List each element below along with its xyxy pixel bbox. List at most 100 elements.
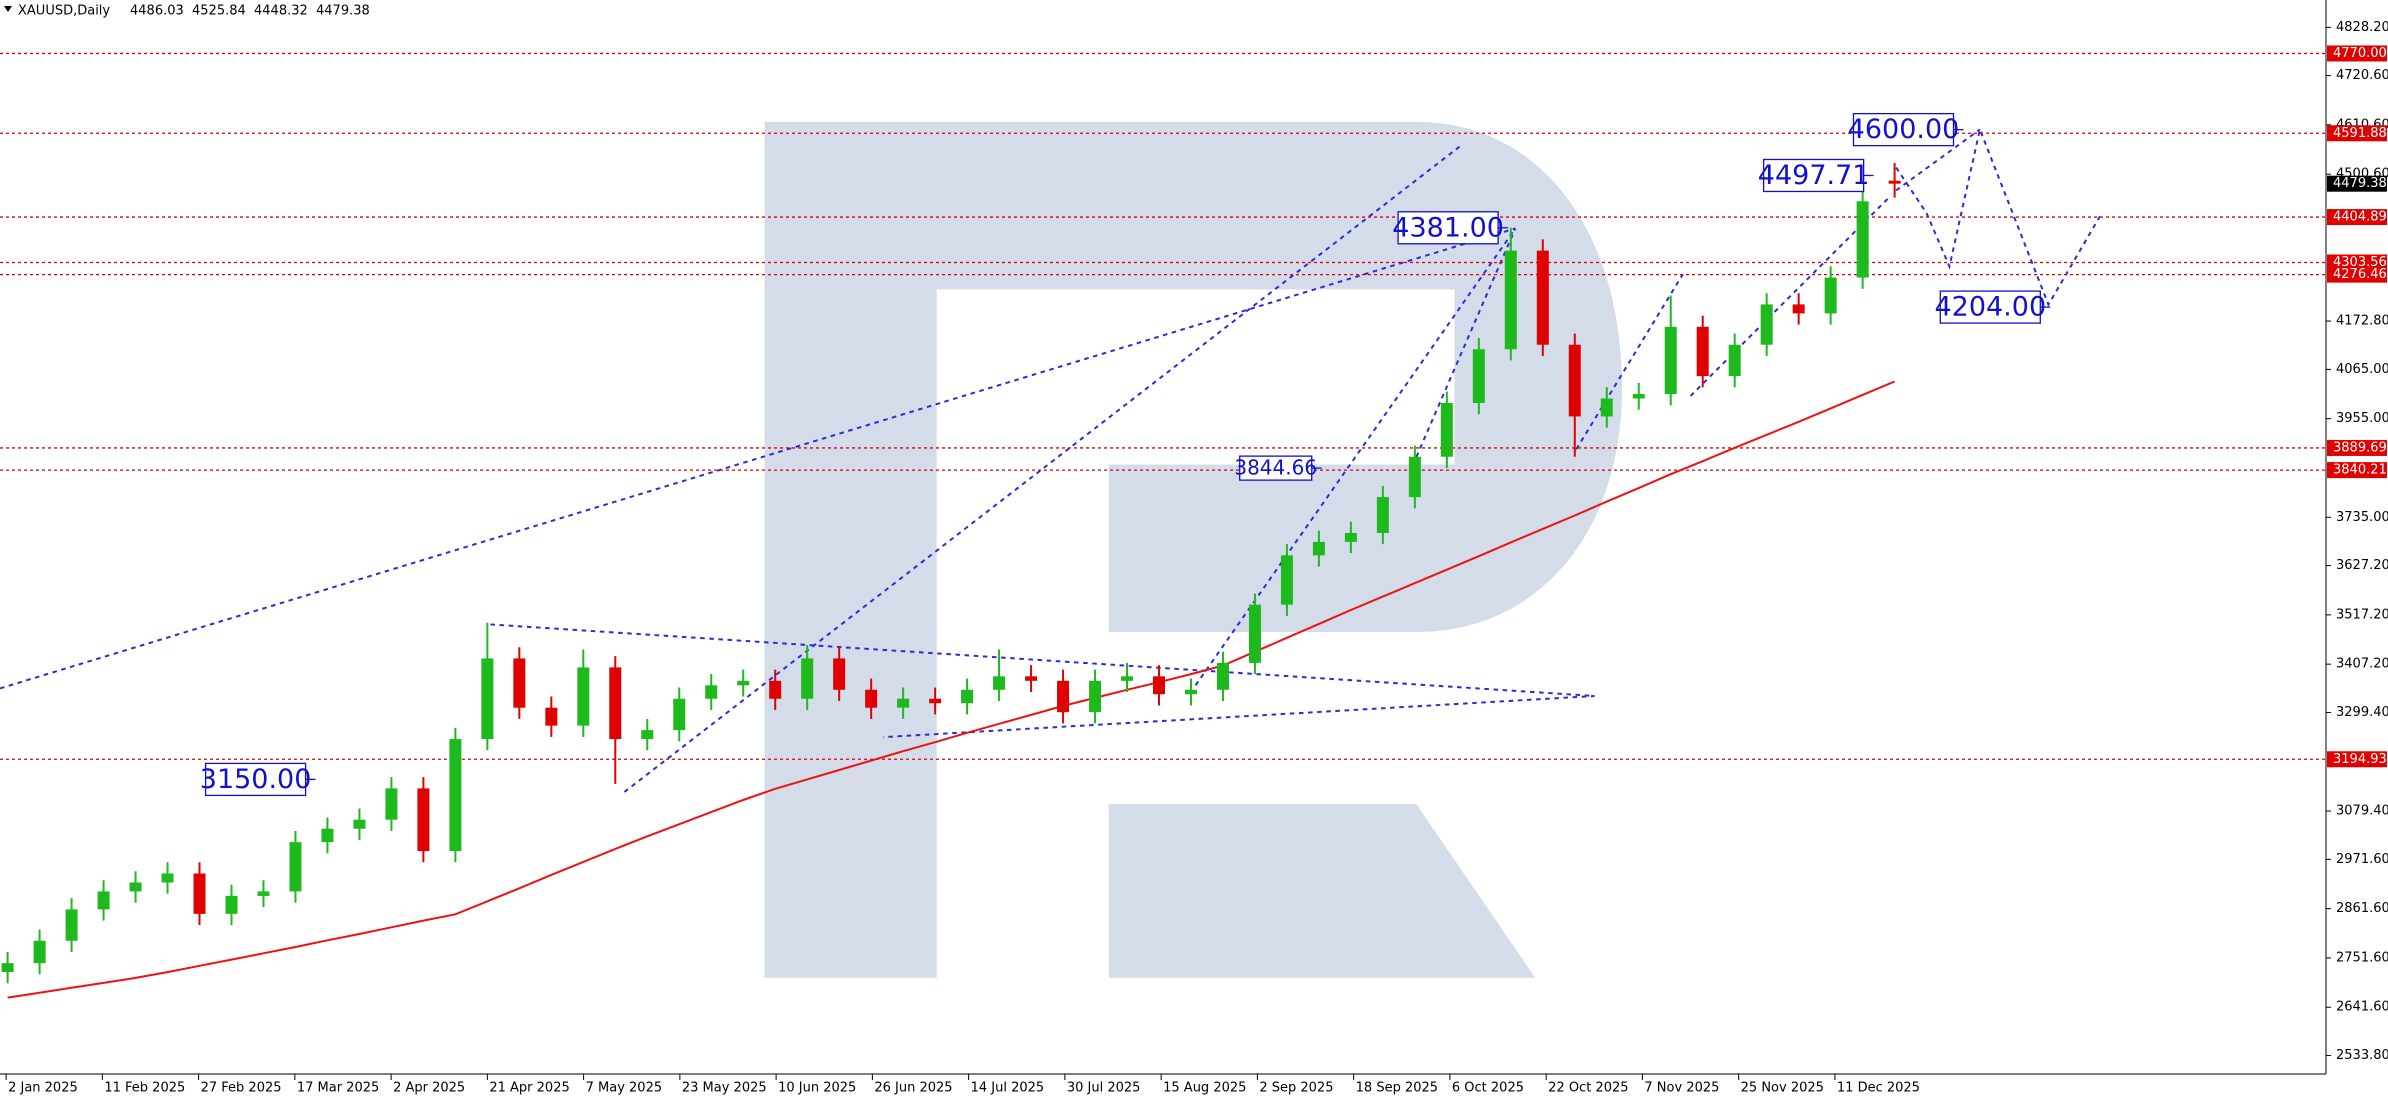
candle-body (449, 739, 462, 852)
candle-body (993, 676, 1006, 690)
annotation-label: 3150.00 (200, 764, 312, 795)
candle-body (1888, 180, 1901, 184)
candle-body (897, 698, 910, 708)
close: 4479.38 (316, 4, 370, 19)
x-tick-label: 7 May 2025 (586, 1081, 663, 1096)
x-tick-label: 14 Jul 2025 (971, 1081, 1045, 1096)
x-tick-label: 11 Feb 2025 (104, 1081, 185, 1096)
candle-body (577, 667, 590, 726)
candle-body (1760, 304, 1773, 345)
level-label: 4591.88 (2333, 126, 2387, 141)
x-tick-label: 18 Sep 2025 (1356, 1081, 1438, 1096)
x-tick-label: 2 Sep 2025 (1259, 1081, 1333, 1096)
watermark (764, 121, 1622, 978)
y-tick-label: 4720.60 (2336, 68, 2388, 83)
watermark-stem (764, 121, 937, 978)
trendlines (0, 126, 2103, 793)
annotation-box (1397, 211, 1499, 245)
level-tag (2327, 209, 2387, 226)
x-tick-label: 2 Jan 2025 (8, 1081, 78, 1096)
low: 4448.32 (254, 4, 308, 19)
candle-body (1376, 497, 1389, 533)
forecast (1895, 126, 2103, 307)
level-label: 3840.21 (2333, 463, 2387, 478)
candle-body (97, 891, 110, 910)
candle-body (545, 707, 558, 726)
candle-body (961, 689, 974, 704)
candle-body (417, 788, 430, 852)
x-tick-label: 7 Nov 2025 (1644, 1081, 1719, 1096)
level-tag (2327, 45, 2387, 62)
candle-body (321, 828, 334, 843)
trendline (0, 227, 1516, 690)
y-tick-label: 3079.40 (2336, 804, 2388, 819)
level-label: 4303.56 (2333, 255, 2387, 270)
candle-body (161, 873, 174, 883)
y-tick-label: 3299.40 (2336, 705, 2388, 720)
annotation-label: 4497.71 (1758, 160, 1870, 191)
candle-body (513, 658, 526, 708)
candle-body (1408, 456, 1421, 498)
annotation-label: 4204.00 (1934, 292, 2046, 323)
candle-body (1856, 201, 1869, 278)
candle-body (929, 698, 942, 704)
high: 4525.84 (192, 4, 246, 19)
x-tick-label: 2 Apr 2025 (393, 1081, 465, 1096)
y-tick-label: 2971.60 (2336, 852, 2388, 867)
y-tick-label: 3735.00 (2336, 510, 2388, 525)
candle-body (1536, 250, 1549, 345)
candle-body (289, 842, 302, 892)
candle-body (1248, 604, 1261, 663)
y-tick-label: 3407.20 (2336, 657, 2388, 672)
channel (1194, 227, 1517, 686)
y-tick-label: 3627.20 (2336, 558, 2388, 573)
x-tick-label: 11 Dec 2025 (1837, 1081, 1920, 1096)
candle-body (609, 667, 622, 740)
candle-body (1344, 532, 1357, 542)
level-tag (2327, 462, 2387, 479)
x-tick-label: 27 Feb 2025 (201, 1081, 282, 1096)
candle-body (1600, 398, 1613, 417)
candle-body (1280, 555, 1293, 605)
candle-body (1568, 344, 1581, 417)
candle-body (1664, 326, 1677, 395)
y-tick-label: 4828.20 (2336, 20, 2388, 35)
current-price-label: 4479.38 (2333, 176, 2387, 191)
level-label: 3194.93 (2333, 752, 2387, 767)
trendline (623, 143, 1463, 793)
candle-body (1184, 689, 1197, 695)
candle-body (1792, 304, 1805, 314)
x-tick-label: 6 Oct 2025 (1452, 1081, 1524, 1096)
candle-body (1728, 344, 1741, 377)
level-tag (2327, 751, 2387, 768)
y-tick-label: 4172.80 (2336, 314, 2388, 329)
candle-body (801, 658, 814, 699)
candle-body (1089, 680, 1102, 713)
annotation-box (204, 762, 307, 797)
annotation-label: 3844.66 (1234, 456, 1317, 480)
level-label: 4404.89 (2333, 210, 2387, 225)
level-tag (2327, 254, 2387, 271)
candle-body (1057, 680, 1070, 713)
candle-body (65, 909, 78, 941)
candle-body (481, 658, 494, 740)
candle-body (1121, 676, 1134, 681)
x-tick-label: 30 Jul 2025 (1067, 1081, 1141, 1096)
candle-body (769, 680, 782, 699)
moving-average (7, 380, 1895, 999)
candle-body (1632, 394, 1645, 399)
level-label: 4276.46 (2333, 267, 2387, 282)
annotation-box (1239, 455, 1313, 481)
x-tick-label: 10 Jun 2025 (778, 1081, 856, 1096)
x-tick-label: 22 Oct 2025 (1548, 1081, 1628, 1096)
candle-body (833, 658, 846, 690)
candle-body (1153, 676, 1166, 695)
watermark-bowl (936, 121, 1622, 633)
candle-body (673, 698, 686, 731)
x-tick-label: 26 Jun 2025 (874, 1081, 952, 1096)
y-tick-label: 2751.60 (2336, 950, 2388, 965)
y-tick-label: 3955.00 (2336, 411, 2388, 426)
level-tag (2327, 439, 2387, 456)
candle-body (1312, 541, 1325, 556)
candle-body (353, 819, 366, 829)
